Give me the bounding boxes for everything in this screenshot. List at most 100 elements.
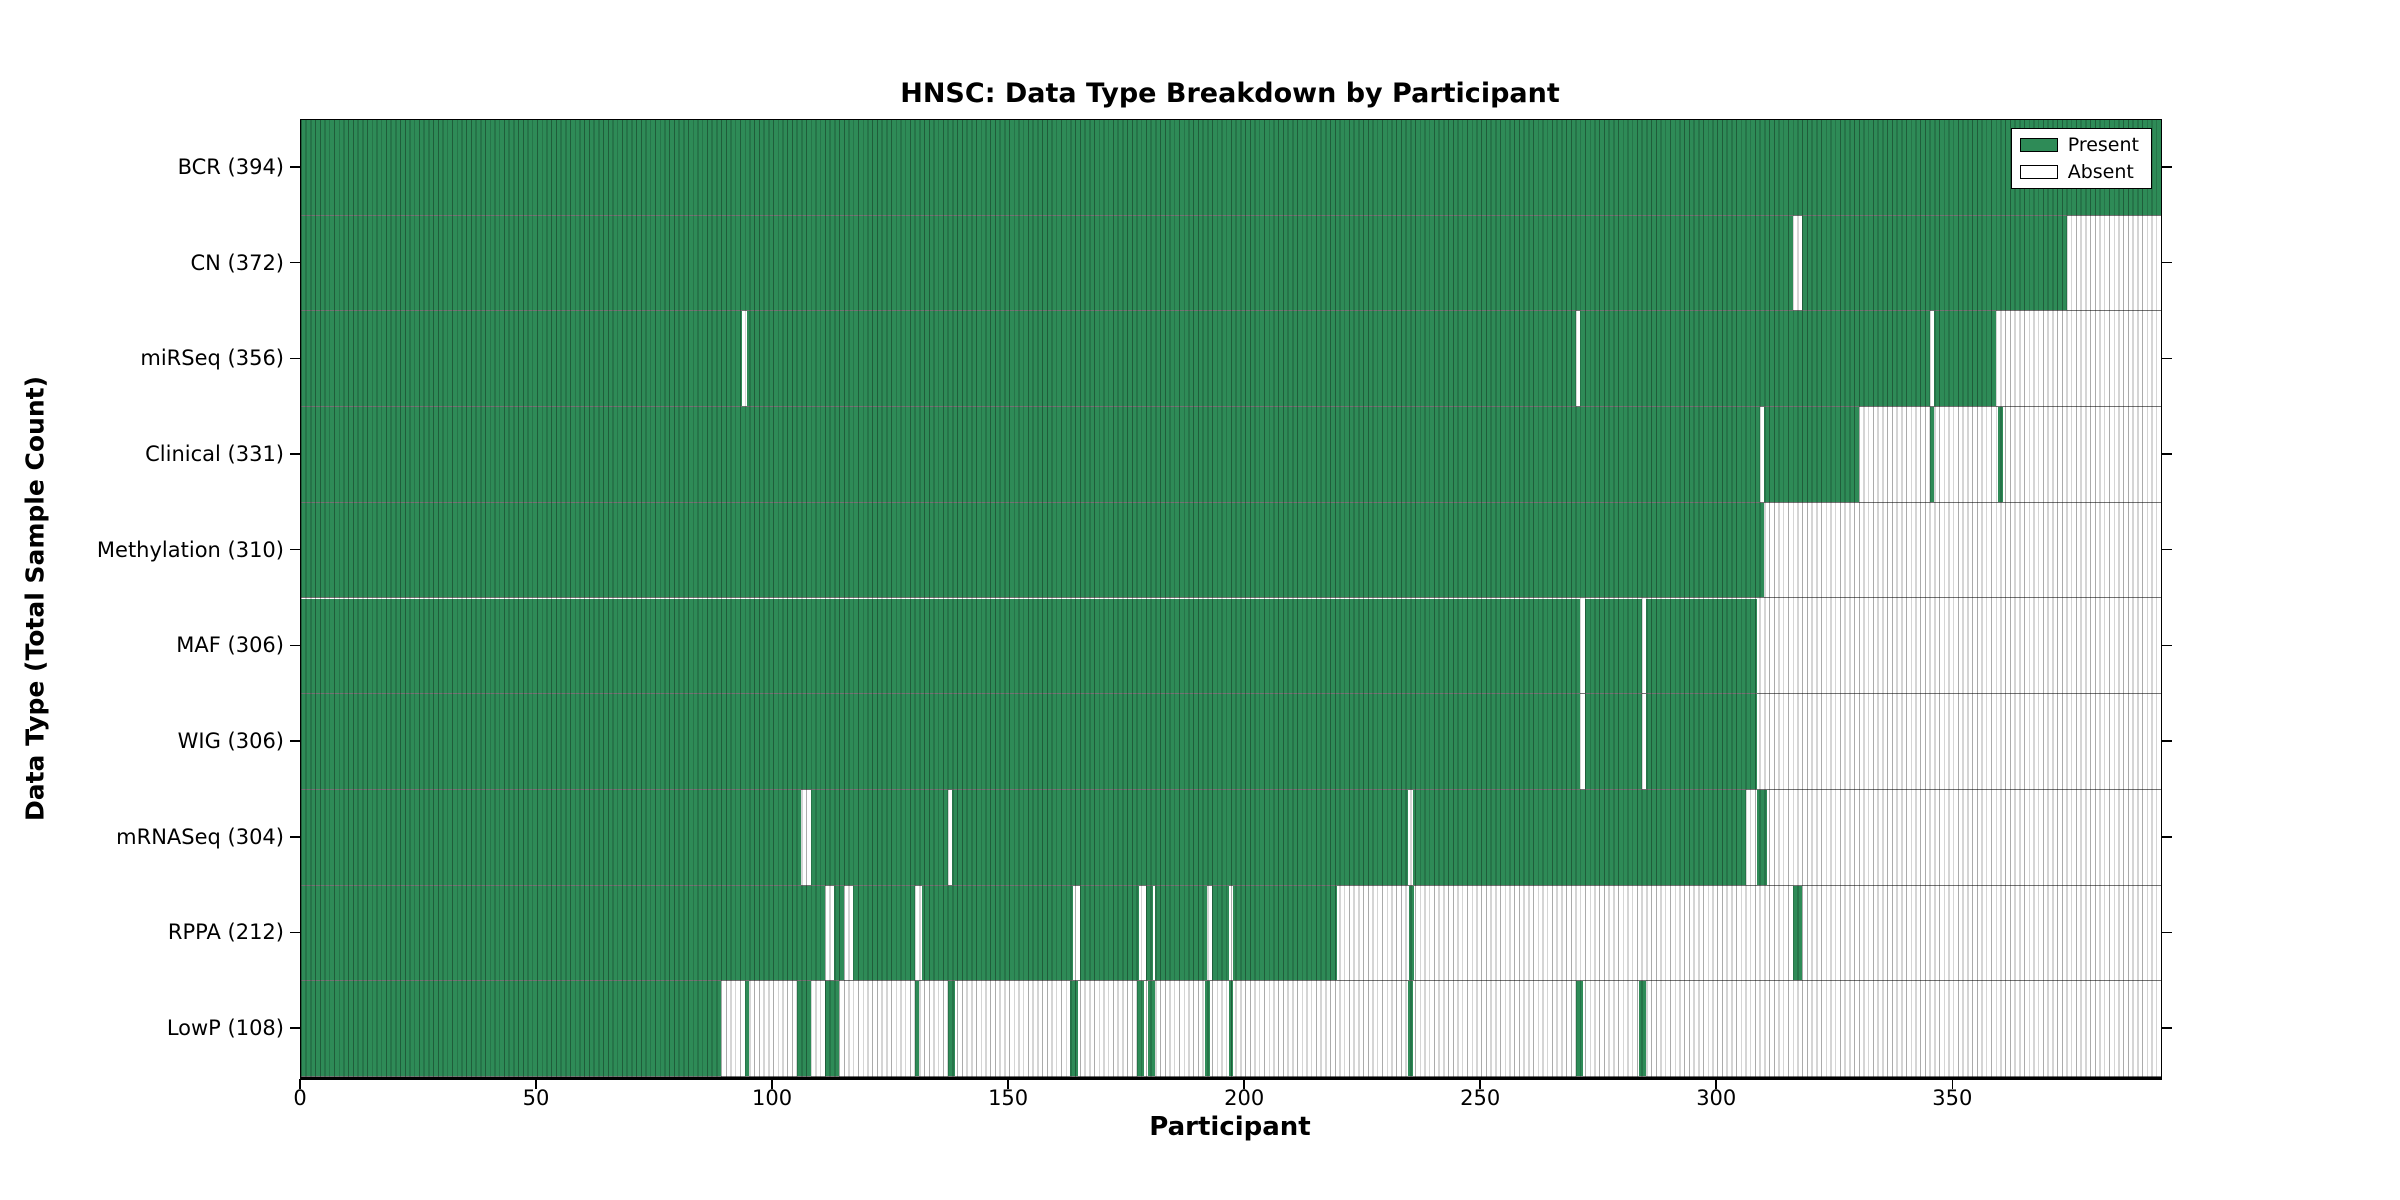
y-tick-label-MAF: MAF (306) — [176, 633, 284, 658]
present-segment — [1409, 885, 1415, 981]
legend-label: Absent — [2067, 161, 2134, 183]
present-segment — [744, 981, 750, 1076]
y-tick-left — [290, 644, 300, 647]
heatmap-row-WIG — [301, 694, 2161, 790]
y-tick-left — [290, 931, 300, 934]
present-segment — [301, 215, 1793, 311]
y-tick-right — [2161, 836, 2172, 838]
legend-swatch-present — [2019, 138, 2058, 152]
y-tick-left — [290, 548, 300, 551]
y-tick-left — [290, 166, 300, 168]
heatmap-row-CN — [301, 215, 2161, 312]
present-segment — [1639, 981, 1647, 1076]
present-segment — [1998, 407, 2003, 502]
y-tick-right — [2161, 644, 2172, 647]
present-segment — [1146, 885, 1154, 981]
present-segment — [1646, 598, 1758, 694]
present-segment — [301, 885, 825, 981]
x-tick-label-0: 0 — [293, 1086, 307, 1110]
present-segment — [1757, 789, 1767, 885]
present-segment — [1233, 885, 1338, 981]
present-segment — [1646, 694, 1758, 789]
present-segment — [301, 598, 1581, 694]
y-tick-left — [290, 740, 300, 742]
present-segment — [1408, 981, 1413, 1076]
present-segment — [747, 311, 1576, 407]
plot-area: Present Absent — [300, 119, 2162, 1080]
y-tick-left — [290, 1027, 300, 1029]
y-tick-right — [2161, 548, 2172, 551]
heatmap-row-Clinical — [301, 407, 2161, 503]
chart-title: HNSC: Data Type Breakdown by Participant — [900, 78, 1560, 109]
present-segment — [796, 981, 811, 1076]
present-segment — [1205, 981, 1210, 1076]
present-segment — [1792, 885, 1803, 981]
legend-label: Present — [2067, 134, 2139, 156]
present-segment — [1934, 311, 1996, 407]
present-segment — [810, 789, 948, 885]
y-tick-right — [2161, 166, 2172, 168]
x-tick-label-200: 200 — [1224, 1086, 1265, 1110]
heatmap-row-Methylation — [301, 502, 2161, 599]
legend-item-absent: Absent — [2019, 161, 2139, 183]
x-tick — [1243, 1079, 1245, 1089]
y-tick-label-mRNASeq: mRNASeq (304) — [116, 824, 284, 849]
present-segment — [1136, 981, 1144, 1076]
present-segment — [301, 311, 743, 407]
present-segment — [1412, 789, 1746, 885]
legend-item-present: Present — [2019, 134, 2139, 156]
present-segment — [1585, 598, 1642, 694]
present-segment — [853, 885, 915, 981]
present-segment — [1585, 694, 1642, 789]
present-segment — [834, 885, 844, 981]
legend: Present Absent — [2010, 128, 2152, 189]
present-segment — [1070, 981, 1078, 1076]
present-segment — [1228, 981, 1234, 1076]
present-segment — [301, 789, 802, 885]
y-tick-left — [290, 453, 300, 455]
x-tick-label-150: 150 — [988, 1086, 1029, 1110]
present-segment — [1580, 311, 1930, 407]
heatmap-row-LowP — [301, 981, 2161, 1077]
y-tick-label-WIG: WIG (306) — [177, 729, 284, 754]
present-segment — [914, 981, 920, 1076]
present-segment — [952, 789, 1409, 885]
y-tick-right — [2161, 453, 2172, 455]
present-segment — [1155, 885, 1208, 981]
present-segment — [921, 885, 1073, 981]
x-tick-label-100: 100 — [752, 1086, 793, 1110]
y-tick-left — [290, 836, 300, 838]
present-segment — [1929, 407, 1935, 502]
heatmap-row-MAF — [301, 598, 2161, 695]
present-segment — [1148, 981, 1156, 1076]
heatmap-row-miRSeq — [301, 311, 2161, 408]
present-segment — [1575, 981, 1583, 1076]
present-segment — [301, 120, 2161, 215]
x-tick — [1951, 1079, 1954, 1089]
x-tick — [299, 1079, 301, 1089]
y-tick-label-CN: CN (372) — [190, 250, 284, 275]
y-tick-right — [2161, 357, 2172, 359]
y-tick-label-LowP: LowP (108) — [166, 1016, 284, 1041]
y-tick-right — [2161, 931, 2172, 934]
heatmap-rows — [301, 120, 2161, 1077]
present-segment — [1212, 885, 1229, 981]
present-segment — [1764, 407, 1859, 502]
x-axis-label: Participant — [1149, 1112, 1311, 1142]
present-segment — [1079, 885, 1139, 981]
present-segment — [301, 694, 1581, 789]
x-tick-label-50: 50 — [522, 1086, 550, 1110]
present-segment — [301, 407, 1760, 502]
y-tick-label-Methylation: Methylation (310) — [96, 537, 284, 562]
present-segment — [825, 981, 840, 1076]
legend-swatch-absent — [2019, 165, 2058, 179]
y-tick-label-RPPA: RPPA (212) — [167, 920, 284, 945]
present-segment — [301, 502, 1765, 598]
x-tick-label-300: 300 — [1696, 1086, 1737, 1110]
present-segment — [947, 981, 955, 1076]
x-tick — [1715, 1079, 1717, 1089]
heatmap-row-RPPA — [301, 885, 2161, 982]
y-tick-left — [290, 261, 300, 264]
y-tick-right — [2161, 740, 2172, 742]
y-axis-label: Data Type (Total Sample Count) — [20, 375, 50, 822]
